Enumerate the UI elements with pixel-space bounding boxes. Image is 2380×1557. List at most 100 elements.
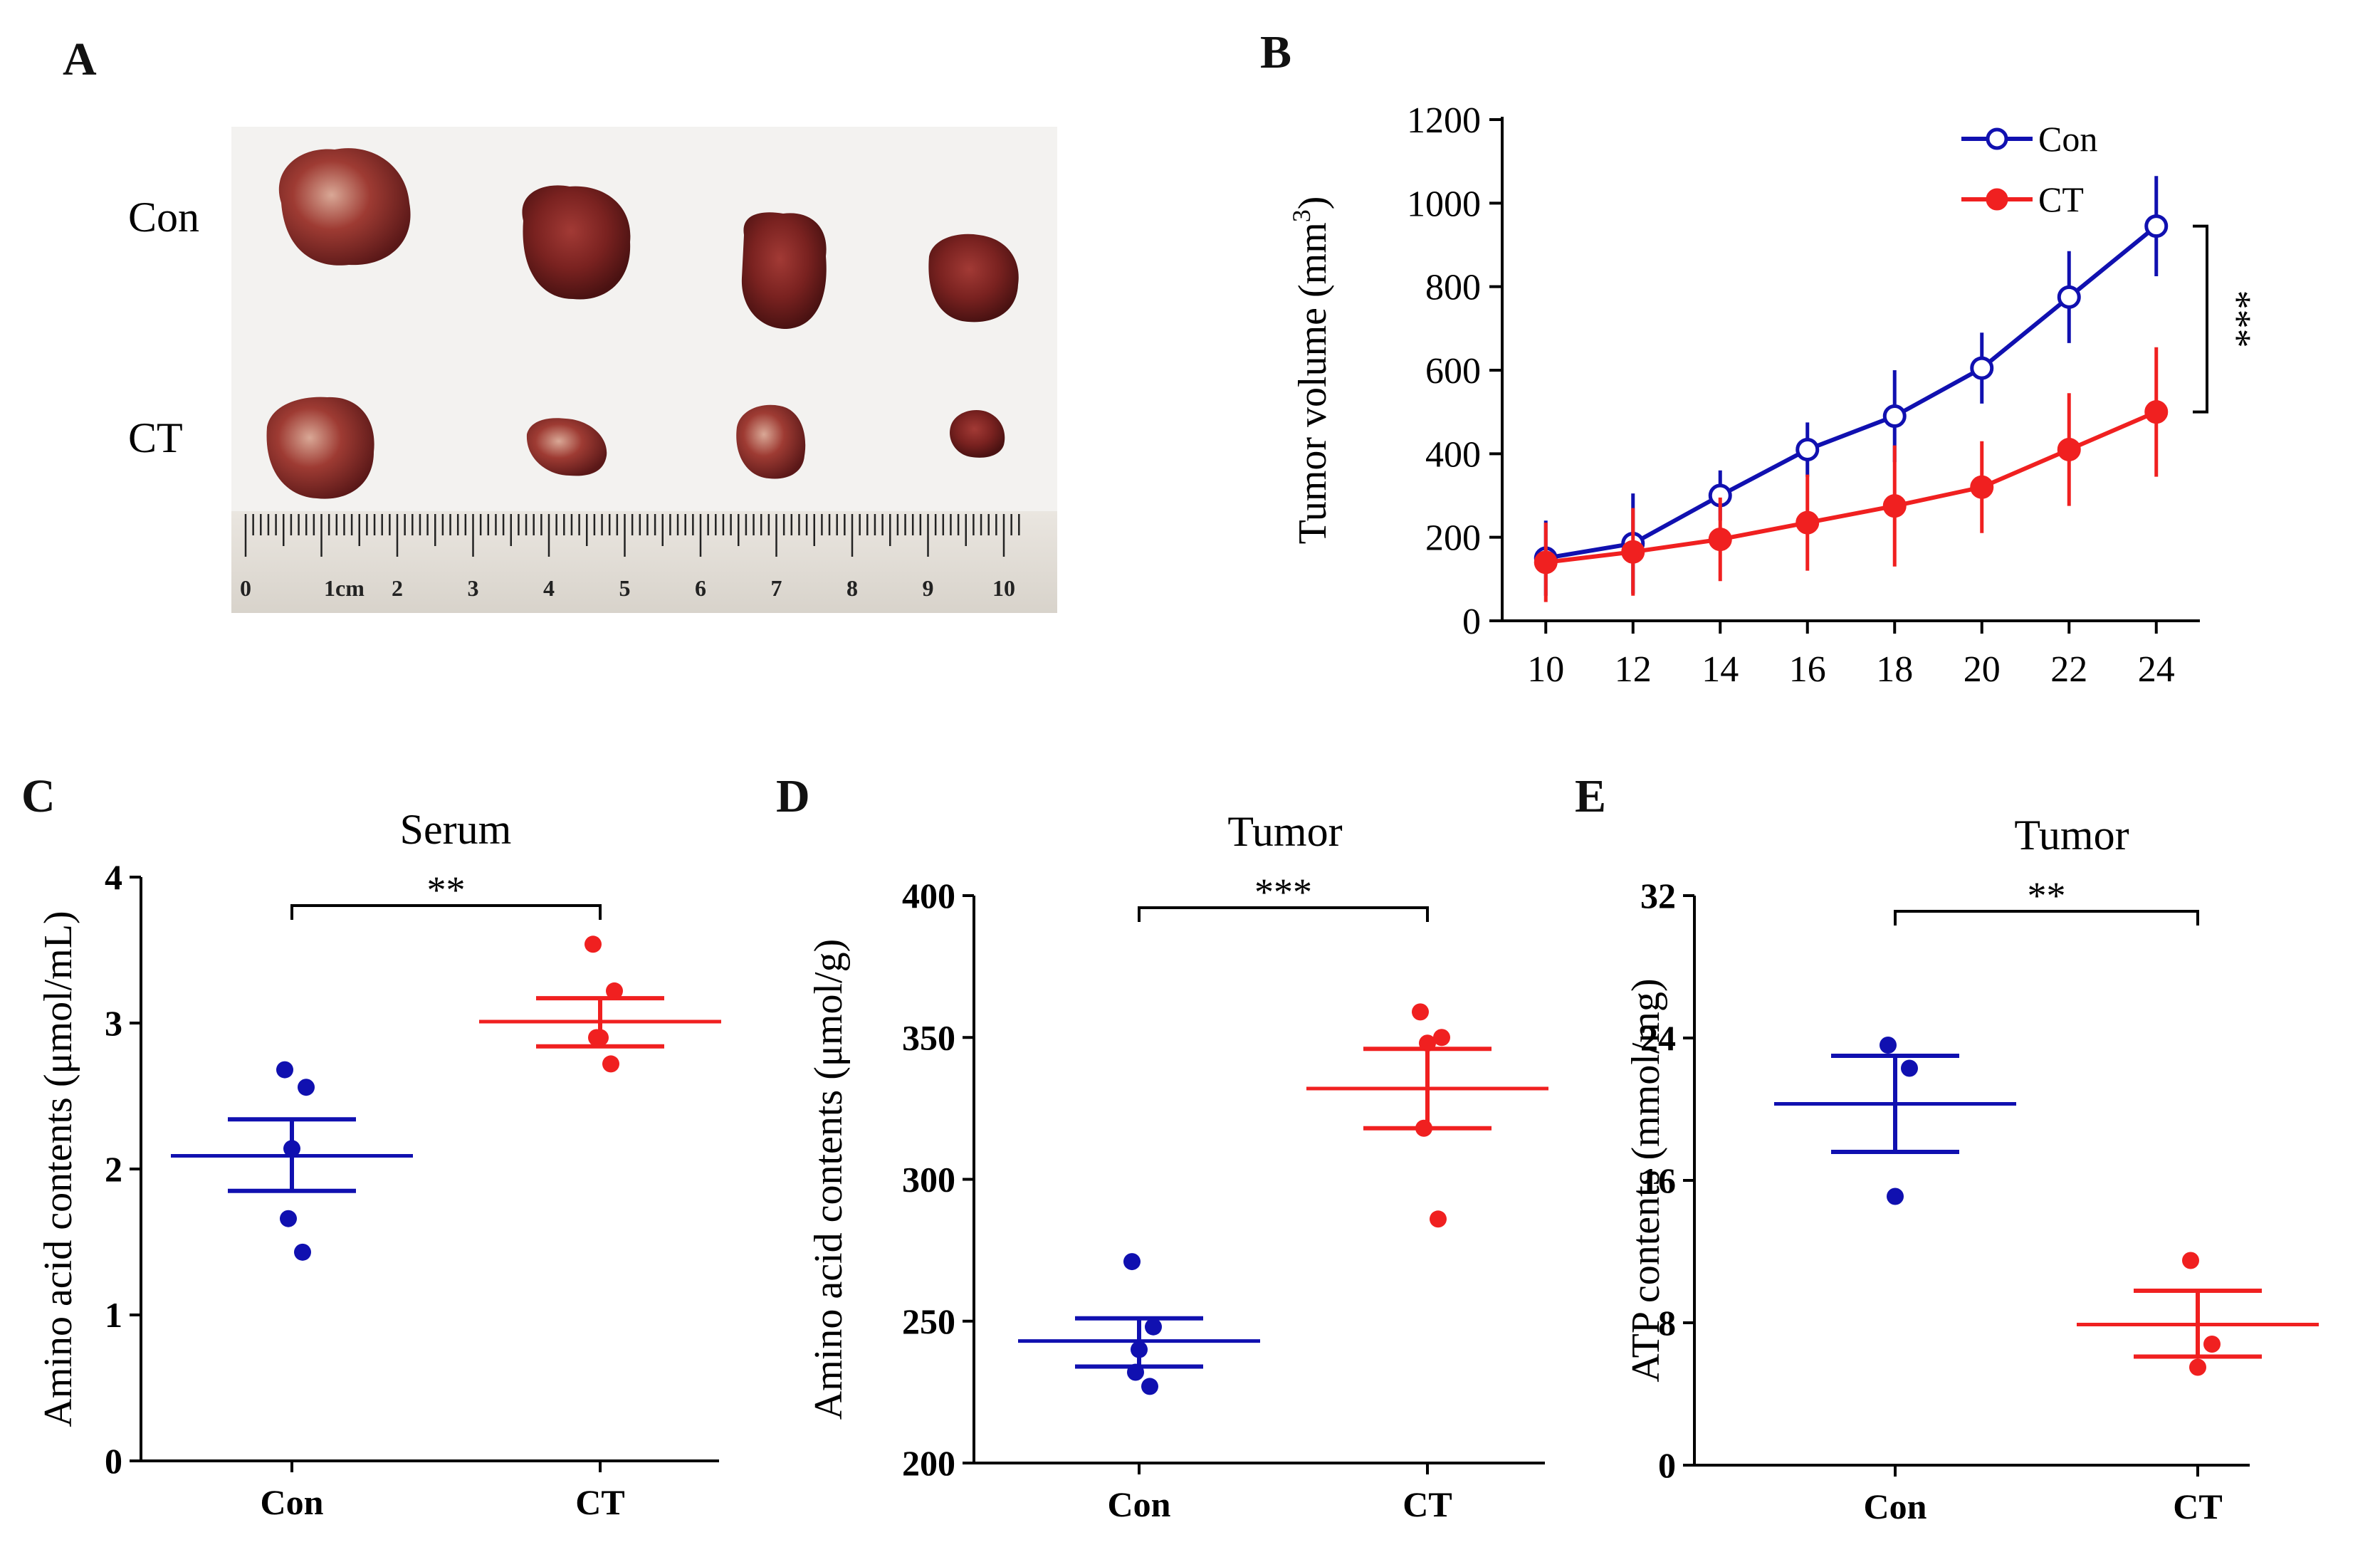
point-ct (1882, 494, 1907, 518)
y-tick-label: 400 (902, 876, 955, 916)
y-tick-label: 800 (1425, 268, 1481, 308)
data-point-con (1145, 1318, 1162, 1336)
legend-label-ct: CT (2038, 179, 2084, 219)
series-line-con (1545, 224, 2158, 560)
y-tick-label: 2 (105, 1149, 122, 1189)
point-con (1796, 437, 1820, 461)
y-tick-label: 8 (1658, 1303, 1676, 1343)
point-ct (1796, 510, 1820, 535)
significance-label: ** (2028, 874, 2066, 917)
significance-label: *** (2216, 290, 2259, 348)
data-point-ct (2182, 1252, 2199, 1269)
tumor-con-1 (278, 148, 411, 266)
y-axis-label: Amino acid contents (μmol/mL) (36, 911, 80, 1427)
tumor-con-4 (928, 234, 1019, 323)
y-tick-label: 1000 (1407, 184, 1481, 224)
y-axis-label: ATP contents (mmol/mg) (1624, 978, 1668, 1382)
chart-title: Serum (400, 806, 512, 853)
x-tick-label: 10 (1527, 649, 1564, 690)
tumor-con-3 (741, 212, 827, 329)
series-line-ct (1545, 409, 2157, 565)
y-tick-label: 200 (902, 1443, 955, 1483)
chart-title: Tumor (2014, 812, 2129, 859)
significance-label: *** (1254, 871, 1312, 913)
y-tick-label: 0 (1462, 602, 1481, 642)
y-tick-label: 1 (105, 1295, 122, 1335)
legend-label-con: Con (2038, 119, 2097, 159)
point-con (2144, 214, 2169, 238)
x-tick-label: 18 (1876, 649, 1913, 690)
panel-letter-c: C (21, 770, 56, 822)
y-tick-label: 600 (1425, 351, 1481, 392)
ruler-label-1: 1cm (324, 575, 365, 601)
point-ct (1708, 528, 1732, 552)
y-tick-label: 32 (1640, 876, 1676, 916)
chart-title: Tumor (1227, 808, 1342, 855)
significance-label: ** (427, 869, 466, 911)
data-point-con (1901, 1059, 1918, 1077)
y-tick-label: 300 (902, 1160, 955, 1200)
x-tick-label: 22 (2050, 649, 2087, 690)
x-tick-label: 20 (1964, 649, 2001, 690)
data-point-con (1131, 1341, 1148, 1358)
y-tick-label: 250 (902, 1301, 955, 1341)
data-point-ct (1430, 1210, 1447, 1228)
data-point-con (294, 1243, 311, 1261)
data-point-con (298, 1079, 315, 1096)
panel-letter-b: B (1260, 26, 1291, 78)
legend-marker-ct (1986, 188, 2008, 211)
point-ct (2057, 437, 2081, 461)
ruler-label-3: 3 (468, 575, 479, 601)
data-point-ct (1433, 1029, 1450, 1047)
y-tick-label: 1200 (1407, 100, 1481, 141)
y-axis-label: Amino acid contents (μmol/g) (807, 939, 851, 1420)
x-tick-label: 24 (2138, 649, 2175, 690)
point-ct (2144, 400, 2169, 424)
data-point-ct (584, 935, 602, 953)
x-tick-label-con: Con (261, 1482, 324, 1522)
data-point-con (280, 1210, 297, 1227)
photo-row-label-ct: CT (128, 414, 183, 461)
tumor-con-2 (522, 185, 631, 300)
data-point-con (1141, 1378, 1158, 1395)
significance-bracket (1894, 910, 2199, 926)
tumor-ct-2 (526, 418, 607, 476)
tumor-ct-4 (950, 410, 1005, 458)
data-point-ct (1419, 1034, 1436, 1052)
y-tick-label: 350 (902, 1017, 955, 1057)
tumor-ct-3 (736, 404, 806, 479)
tumor-ct-1 (266, 397, 374, 499)
data-point-con (1127, 1363, 1144, 1381)
photo-row-label-con: Con (128, 194, 199, 241)
data-point-ct (1412, 1003, 1429, 1021)
data-point-ct (606, 982, 623, 1000)
y-tick-label: 0 (1658, 1445, 1676, 1485)
ruler-label-7: 7 (771, 575, 782, 601)
point-ct (1534, 550, 1558, 575)
chart-e: E 0 8 16 24 32 Con CT Tumor ATP contents (mmol/m… (1575, 770, 2319, 1526)
ruler-label-9: 9 (923, 575, 934, 601)
data-point-con (1123, 1253, 1141, 1271)
y-tick-label: 16 (1640, 1160, 1676, 1200)
chart-b: B 0 200 400 600 800 1000 1200 10 12 14 16 18 20 22 24 T… (1260, 26, 2259, 690)
ruler: 0 1cm 2 3 4 5 6 7 8 9 10 (231, 511, 1057, 613)
ruler-label-8: 8 (846, 575, 858, 601)
x-tick-label-con: Con (1864, 1487, 1927, 1526)
ruler-label-5: 5 (619, 575, 631, 601)
y-tick-label: 4 (105, 857, 122, 897)
point-ct (1970, 475, 1994, 499)
chart-c: C 0 1 2 3 4 Con CT Serum Amino acid contents (μm… (21, 770, 721, 1522)
x-tick-label: 14 (1702, 649, 1739, 690)
chart-d: D 200 250 300 350 400 Con CT Tumor Amino acid co… (776, 770, 1548, 1524)
point-ct (1621, 540, 1645, 564)
panel-a: A Con CT 0 1cm 2 3 4 5 (63, 33, 1057, 613)
data-point-con (283, 1140, 300, 1158)
y-tick-label: 24 (1640, 1018, 1676, 1058)
significance-bracket (290, 904, 602, 920)
panel-letter-a: A (63, 33, 97, 85)
panel-letter-d: D (776, 770, 810, 822)
data-point-ct (602, 1055, 619, 1073)
y-tick-label: 0 (105, 1441, 122, 1481)
x-tick-label-ct: CT (1403, 1484, 1452, 1524)
